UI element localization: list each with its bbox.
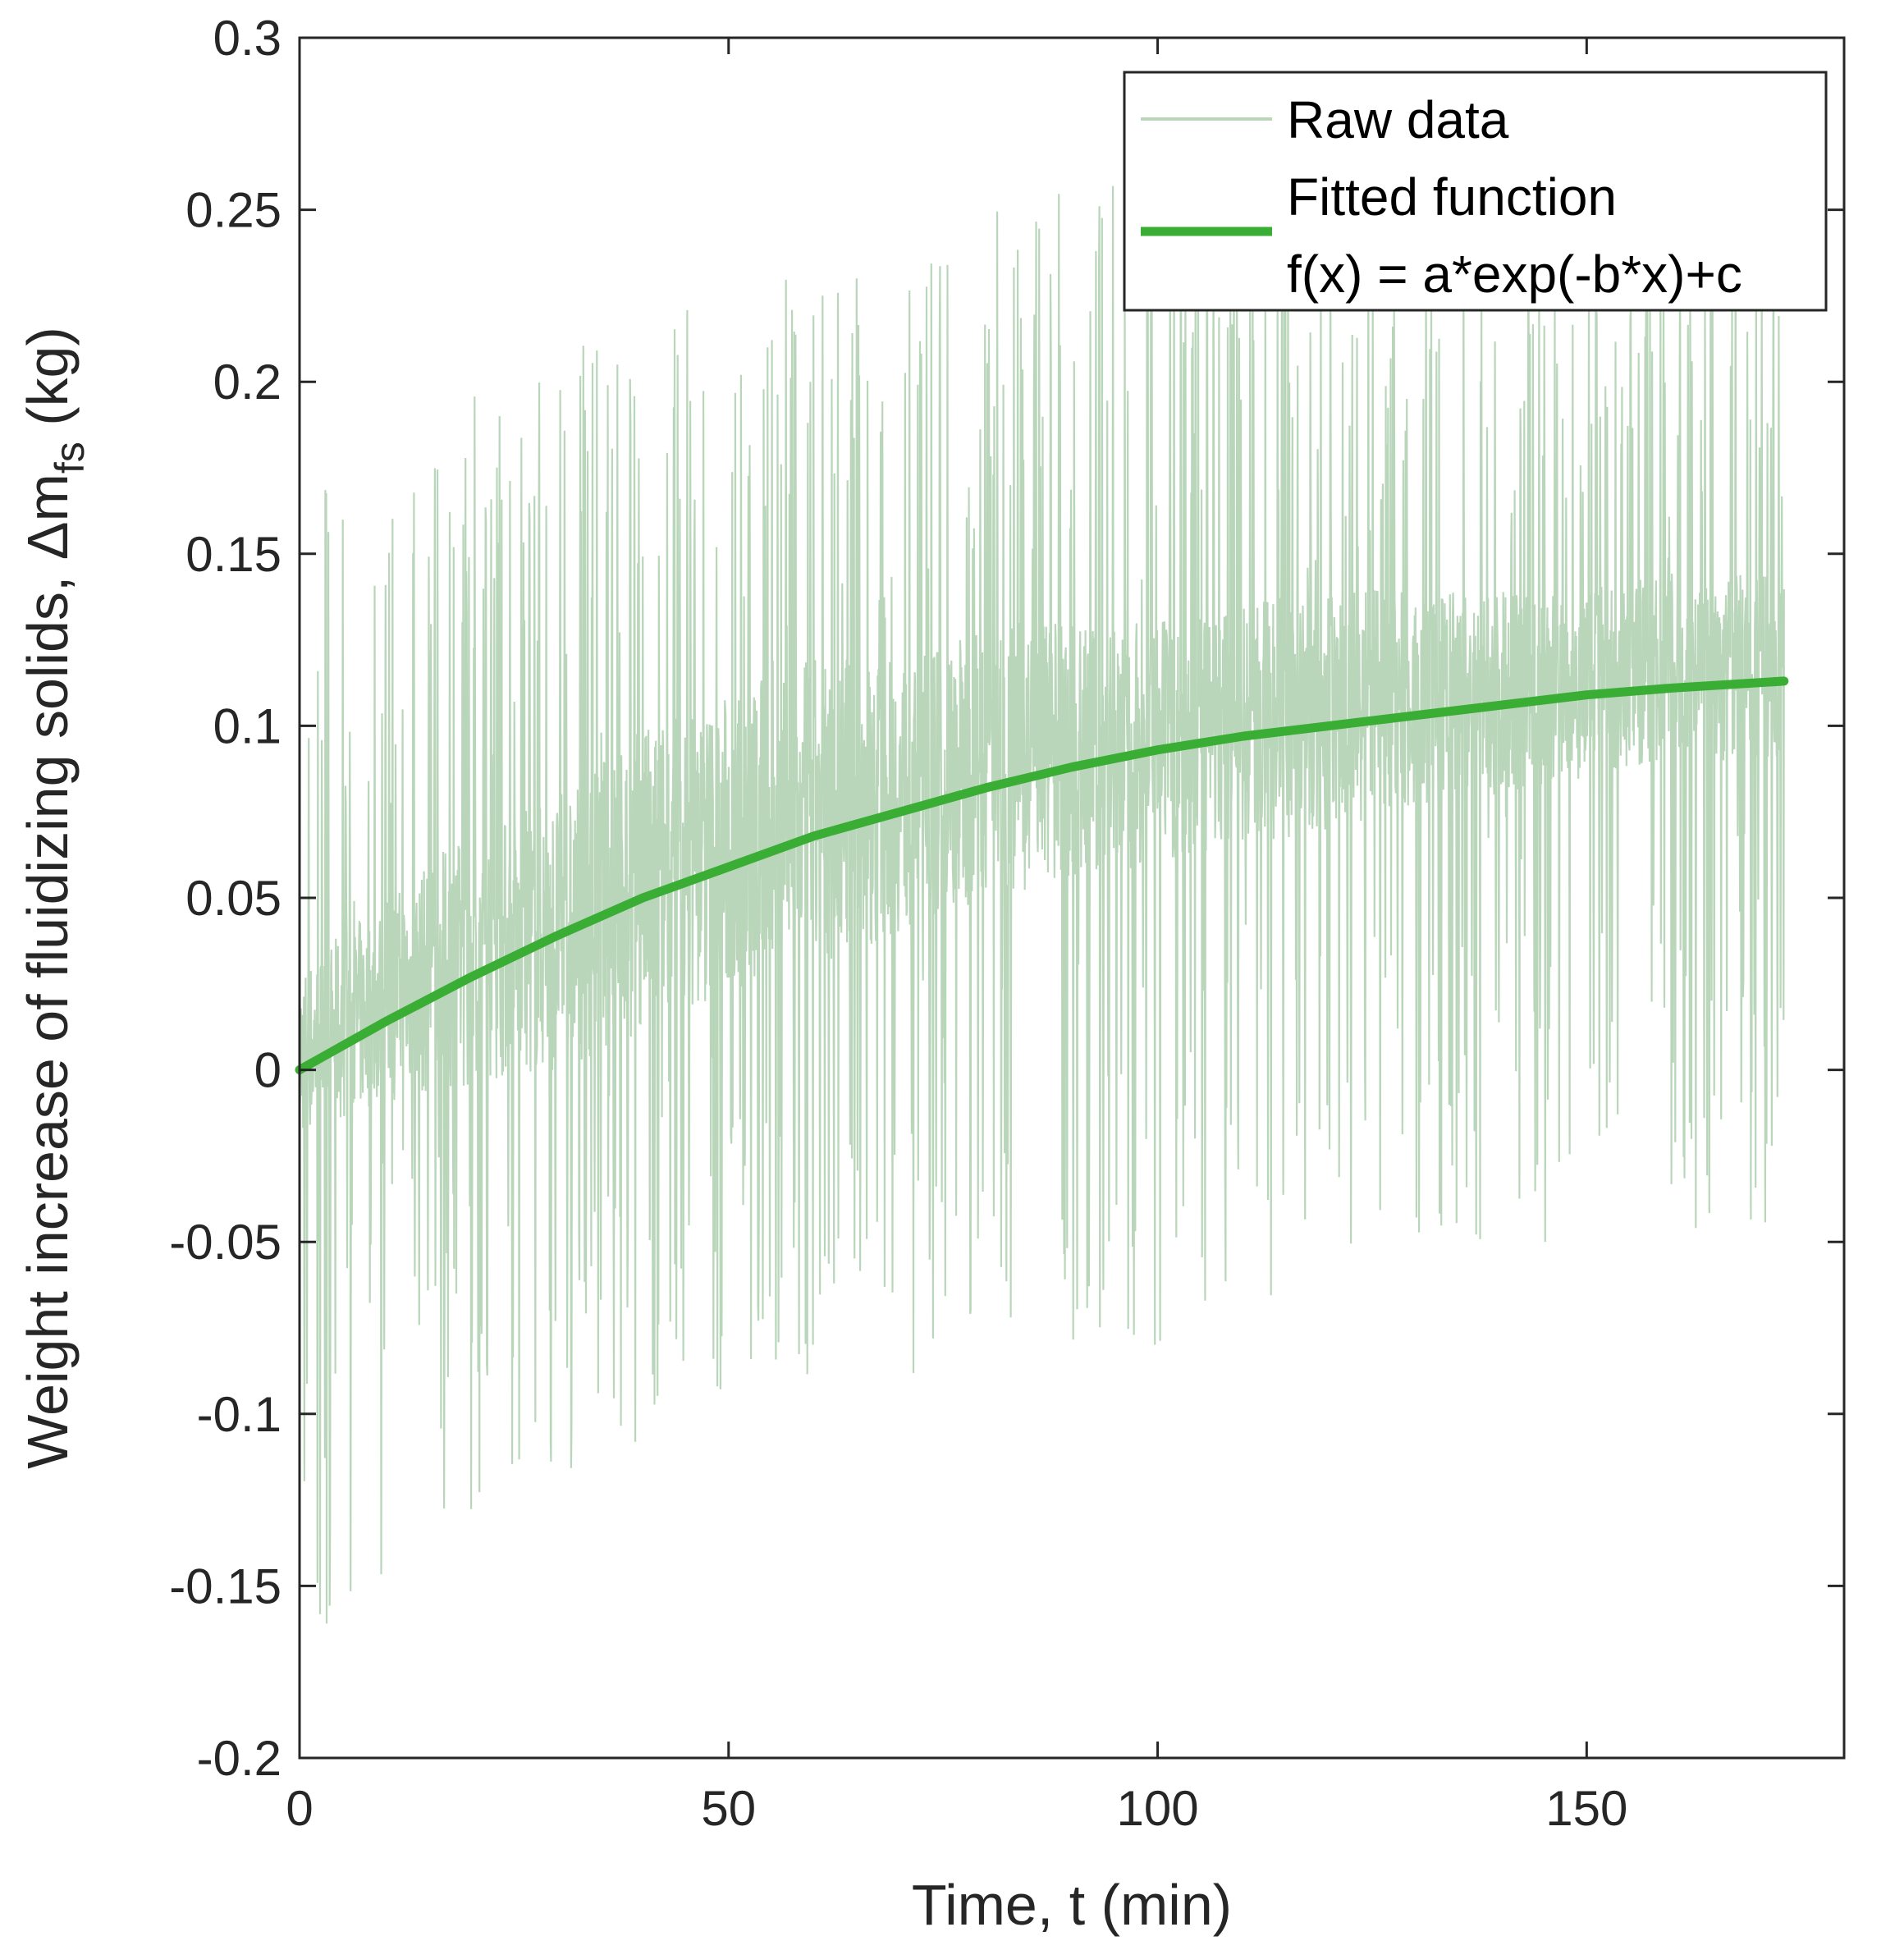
x-tick-label: 0: [286, 1781, 313, 1836]
y-tick-label: 0.3: [213, 11, 281, 66]
y-tick-label: -0.1: [197, 1387, 281, 1442]
fitted-function-series: [295, 676, 1789, 1075]
legend-fit-formula: f(x) = a*exp(-b*x)+c: [1287, 245, 1742, 304]
y-tick-label: 0.25: [185, 183, 281, 238]
legend: Raw data Fitted function f(x) = a*exp(-b…: [1123, 71, 1828, 312]
y-axis-title-unit: (kg): [16, 327, 80, 442]
x-tick-label: 50: [701, 1781, 756, 1836]
y-tick-label: -0.15: [169, 1559, 281, 1614]
y-axis-title-symbol: Δm: [16, 474, 80, 560]
y-tick-label: 0.15: [185, 527, 281, 582]
y-axis: -0.2 -0.15 -0.1 -0.05 0 0.05 0.1 0.15 0.2 0.25 0.3: [169, 11, 1844, 1786]
y-axis-title-main: Weight increase of fluidizing solids,: [16, 560, 80, 1469]
legend-raw-label: Raw data: [1287, 90, 1509, 149]
y-tick-label: 0.1: [213, 698, 281, 753]
legend-box: [1123, 71, 1828, 312]
x-axis-title: Time, t (min): [912, 1873, 1232, 1937]
y-tick-label: -0.2: [197, 1731, 281, 1786]
fitted-function-line: [295, 676, 1789, 1075]
y-tick-label: 0.05: [185, 871, 281, 926]
y-tick-label: 0: [254, 1043, 281, 1098]
x-tick-label: 150: [1545, 1781, 1627, 1836]
x-tick-label: 100: [1117, 1781, 1199, 1836]
legend-fit-label: Fitted function: [1287, 167, 1617, 227]
y-tick-label: -0.05: [169, 1215, 281, 1270]
y-axis-title-subscript: fs: [47, 442, 93, 474]
x-axis: 0 50 100 150: [286, 38, 1627, 1836]
y-tick-label: 0.2: [213, 355, 281, 410]
y-axis-title: Weight increase of fluidizing solids, Δm…: [16, 327, 93, 1469]
